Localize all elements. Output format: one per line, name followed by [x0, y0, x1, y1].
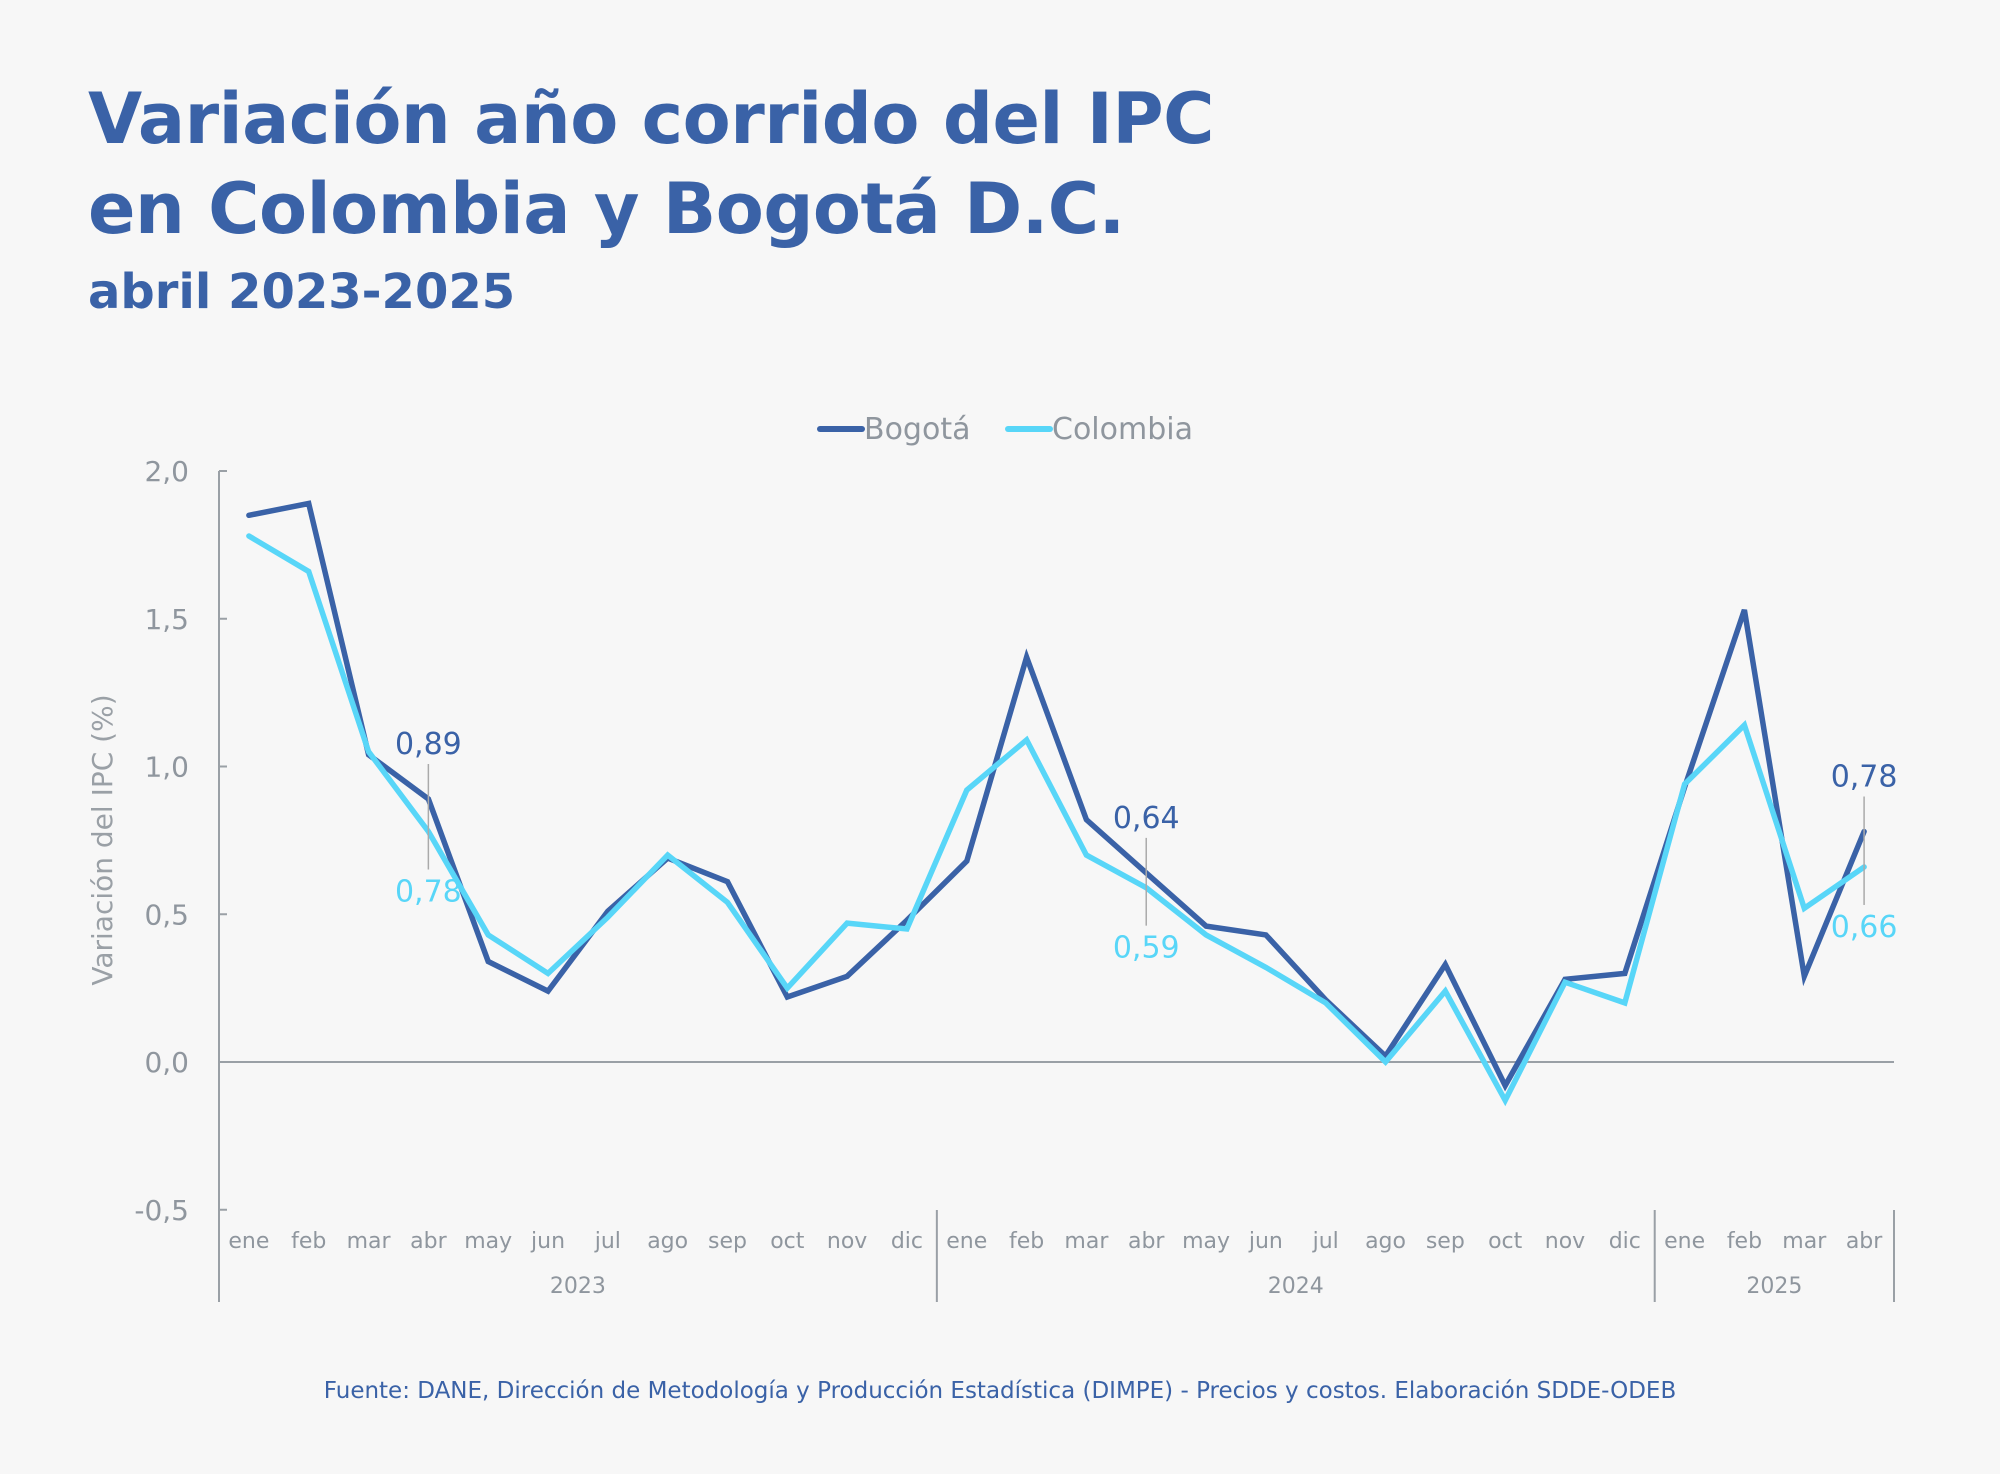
x-tick-label: ene [1664, 1229, 1705, 1254]
title-line-1: Variación año corrido del IPC [88, 78, 1215, 160]
x-tick-label: ene [946, 1229, 987, 1254]
x-tick-label: abr [1128, 1229, 1165, 1254]
x-tick-label: jul [1312, 1229, 1339, 1254]
x-tick-label: sep [708, 1229, 747, 1254]
chart-subtitle: abril 2023-2025 [88, 264, 516, 320]
x-tick-label: dic [1609, 1229, 1641, 1254]
x-tick-label: feb [1727, 1229, 1762, 1254]
x-tick-label: nov [1545, 1229, 1585, 1254]
x-tick-label: may [1182, 1229, 1230, 1254]
x-tick-label: feb [291, 1229, 326, 1254]
annotation-bogota: 0,89 [395, 727, 462, 762]
annotation-colombia: 0,66 [1831, 910, 1898, 945]
y-axis-title: Variación del IPC (%) [86, 694, 119, 985]
x-tick-label: ago [1365, 1229, 1406, 1254]
y-tick-label: 1,0 [144, 751, 189, 784]
y-axis: 2,0 1,5 1,0 0,5 0,0 -0,5 Variación del IPC (%) [86, 455, 1894, 1302]
legend-label-bogot: Bogotá [864, 412, 970, 447]
x-tick-label: jun [530, 1229, 565, 1254]
x-tick-label: sep [1426, 1229, 1465, 1254]
x-tick-label: mar [1064, 1229, 1109, 1254]
x-axis: ene feb mar abr may jun jul ago sep oct nov dic ene f… [218, 1210, 1895, 1302]
source-note: Fuente: DANE, Dirección de Metodología y… [323, 1378, 1677, 1404]
annotation-colombia: 0,59 [1113, 931, 1180, 966]
x-tick-label: abr [1846, 1229, 1883, 1254]
x-tick-label: ene [228, 1229, 269, 1254]
legend: Bogotá Colombia [817, 412, 1193, 447]
x-tick-label: mar [1782, 1229, 1827, 1254]
x-tick-label: oct [770, 1229, 805, 1254]
year-label: 2023 [550, 1274, 606, 1299]
annotation-bogota: 0,78 [1831, 760, 1898, 795]
y-tick-label: 0,5 [144, 898, 189, 931]
title-line-2: en Colombia y Bogotá D.C. [88, 168, 1125, 250]
x-tick-label: may [464, 1229, 512, 1254]
y-tick-label: 1,5 [144, 603, 189, 636]
y-tick-label: 0,0 [144, 1046, 189, 1079]
x-tick-label: oct [1488, 1229, 1523, 1254]
annotation-colombia: 0,78 [395, 875, 462, 910]
annotation-bogota: 0,64 [1113, 801, 1180, 836]
x-tick-label: abr [410, 1229, 447, 1254]
x-tick-label: ago [647, 1229, 688, 1254]
y-tick-label: -0,5 [134, 1194, 189, 1227]
x-tick-label: jun [1248, 1229, 1283, 1254]
x-tick-label: mar [347, 1229, 392, 1254]
year-label: 2024 [1268, 1274, 1324, 1299]
annotation-layer: 0,89 0,78 0,64 0,59 0,78 0,66 [395, 727, 1898, 966]
legend-label-colombia: Colombia [1052, 412, 1193, 447]
year-label: 2025 [1746, 1274, 1802, 1299]
x-tick-label: jul [594, 1229, 621, 1254]
series-line-bogot [246, 500, 1867, 1092]
x-tick-label: dic [891, 1229, 923, 1254]
series-line-colombia [246, 533, 1867, 1107]
x-tick-label: nov [827, 1229, 867, 1254]
chart-title: Variación año corrido del IPC en Colombi… [88, 74, 1215, 254]
y-tick-label: 2,0 [144, 455, 189, 488]
series-layer [246, 500, 1867, 1107]
x-tick-label: feb [1009, 1229, 1044, 1254]
